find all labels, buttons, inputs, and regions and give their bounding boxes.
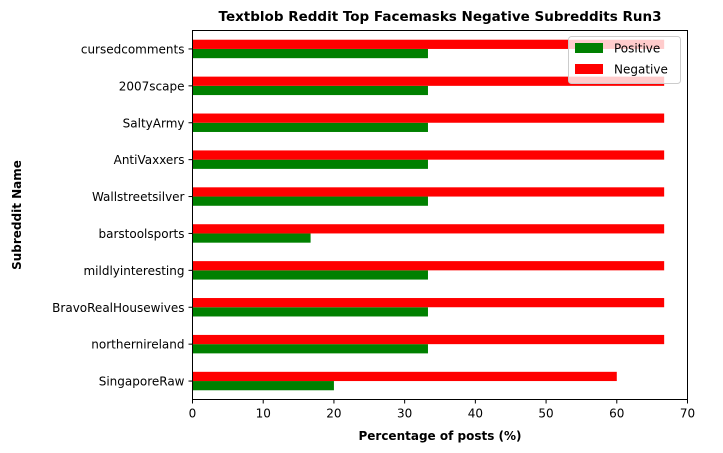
bar-negative-barstoolsports — [192, 224, 665, 234]
y-tick-label-mildlyinteresting: mildlyinteresting — [83, 264, 184, 278]
bar-negative-antivaxxers — [192, 150, 665, 160]
bar-positive-antivaxxers — [192, 159, 428, 169]
bar-positive-2007scape — [192, 85, 428, 96]
y-tick-label-northernireland: northernireland — [91, 338, 184, 352]
y-tick-label-cursedcomments: cursedcomments — [81, 42, 185, 56]
bar-positive-saltyarmy — [192, 122, 428, 132]
bars-layer — [192, 39, 665, 391]
bar-positive-wallstreetsilver — [192, 196, 428, 206]
y-tick-label-barstoolsports: barstoolsports — [99, 227, 185, 241]
x-tick-label: 30 — [397, 407, 412, 421]
x-tick-label: 60 — [609, 407, 624, 421]
x-tick-label: 70 — [680, 407, 695, 421]
y-tick-label-antivaxxers: AntiVaxxers — [114, 153, 185, 167]
bar-negative-wallstreetsilver — [192, 187, 665, 197]
bar-positive-bravorealhousewives — [192, 307, 428, 317]
bar-positive-singaporeraw — [192, 381, 334, 391]
bar-positive-barstoolsports — [192, 233, 311, 243]
bar-negative-saltyarmy — [192, 113, 665, 123]
y-axis-label: Subreddit Name — [10, 160, 24, 270]
y-tick-label-2007scape: 2007scape — [119, 79, 185, 93]
x-tick-label: 20 — [326, 407, 341, 421]
y-tick-label-singaporeraw: SingaporeRaw — [99, 375, 185, 389]
chart-title: Textblob Reddit Top Facemasks Negative S… — [219, 9, 662, 25]
x-axis-label: Percentage of posts (%) — [358, 429, 521, 443]
legend: Positive Negative — [568, 36, 681, 84]
plot-frame — [192, 30, 688, 400]
bar-positive-northernireland — [192, 344, 428, 354]
legend-swatch-negative — [575, 64, 603, 74]
bar-negative-2007scape — [192, 76, 665, 86]
x-tick-label: 40 — [468, 407, 483, 421]
legend-swatch-positive — [575, 43, 603, 53]
x-tick-label: 10 — [256, 407, 271, 421]
bar-negative-bravorealhousewives — [192, 298, 665, 308]
x-axis: 0 10 20 30 40 50 60 70 — [189, 399, 695, 421]
bar-negative-singaporeraw — [192, 371, 617, 382]
legend-label-positive: Positive — [614, 42, 660, 56]
y-tick-label-saltyarmy: SaltyArmy — [123, 116, 185, 130]
y-tick-label-wallstreetsilver: Wallstreetsilver — [92, 190, 185, 204]
legend-label-negative: Negative — [614, 63, 668, 77]
x-tick-label: 50 — [538, 407, 553, 421]
y-tick-label-bravorealhousewives: BravoRealHousewives — [52, 301, 184, 315]
bar-negative-northernireland — [192, 334, 665, 345]
x-tick-label: 0 — [189, 407, 197, 421]
y-axis: SingaporeRaw northernireland BravoRealHous… — [52, 42, 193, 389]
bar-positive-cursedcomments — [192, 48, 428, 59]
bar-positive-mildlyinteresting — [192, 270, 428, 280]
bar-negative-cursedcomments — [192, 39, 665, 49]
bar-negative-mildlyinteresting — [192, 261, 665, 271]
